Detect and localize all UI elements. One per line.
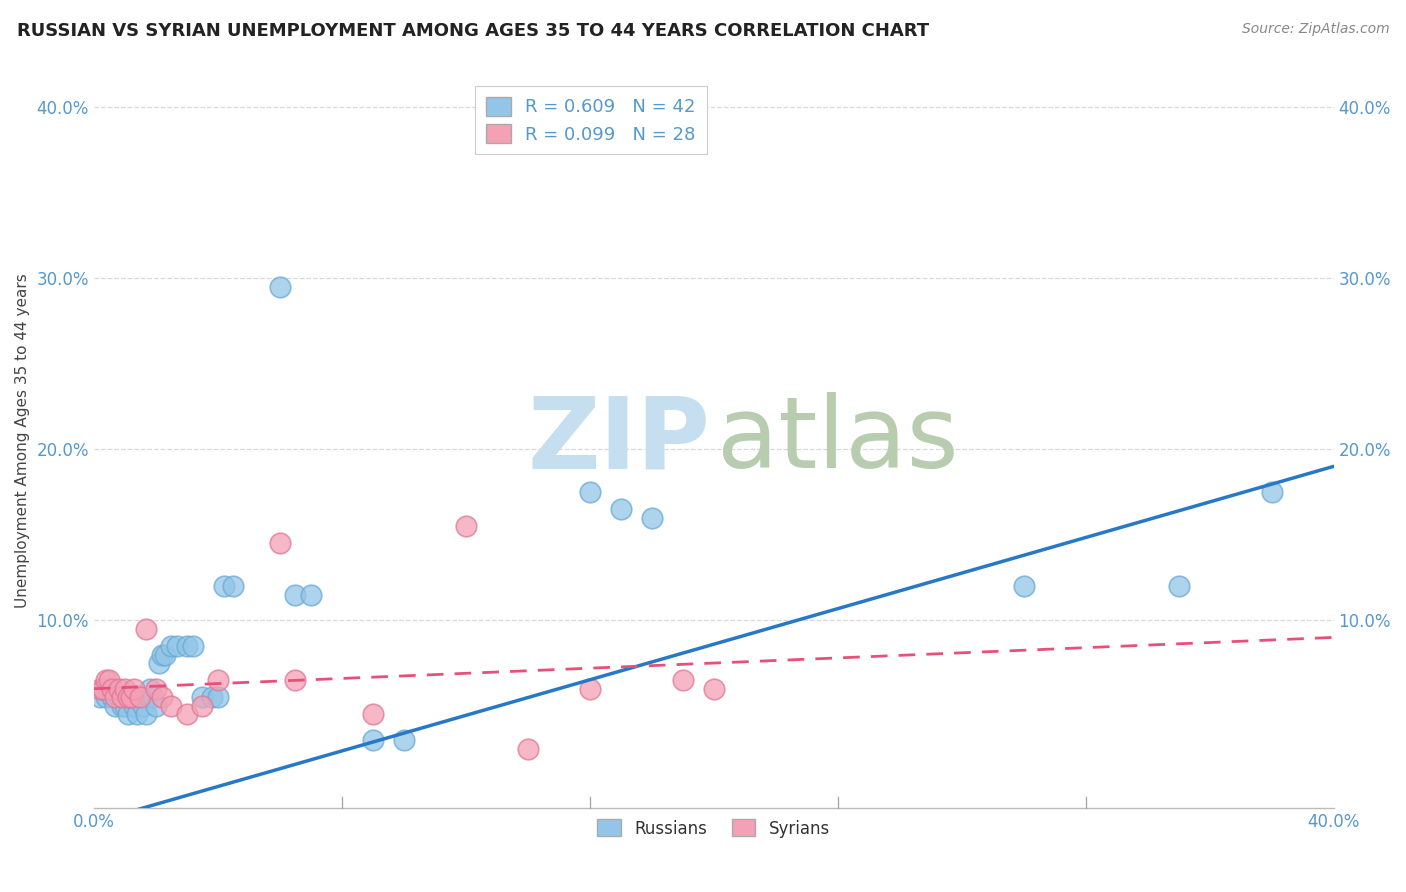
Point xyxy=(160,698,183,713)
Point xyxy=(148,656,170,670)
Text: RUSSIAN VS SYRIAN UNEMPLOYMENT AMONG AGES 35 TO 44 YEARS CORRELATION CHART: RUSSIAN VS SYRIAN UNEMPLOYMENT AMONG AGE… xyxy=(17,22,929,40)
Point xyxy=(191,690,214,705)
Point xyxy=(578,485,600,500)
Point xyxy=(94,690,117,705)
Point xyxy=(101,681,124,696)
Point xyxy=(166,639,188,653)
Point xyxy=(122,681,145,696)
Point xyxy=(94,673,117,688)
Point xyxy=(207,673,229,688)
Point xyxy=(1012,579,1035,593)
Point xyxy=(269,279,291,293)
Point xyxy=(222,579,245,593)
Point xyxy=(176,707,198,722)
Point xyxy=(672,673,695,688)
Point xyxy=(145,698,167,713)
Point xyxy=(127,707,149,722)
Point xyxy=(609,502,631,516)
Point xyxy=(641,510,664,524)
Legend: Russians, Syrians: Russians, Syrians xyxy=(591,813,837,844)
Point xyxy=(132,698,155,713)
Point xyxy=(207,690,229,705)
Point xyxy=(111,698,134,713)
Point xyxy=(89,681,111,696)
Point xyxy=(120,690,142,705)
Point xyxy=(392,733,415,747)
Point xyxy=(1167,579,1189,593)
Point xyxy=(299,588,322,602)
Point xyxy=(142,690,165,705)
Point xyxy=(107,681,129,696)
Point xyxy=(129,690,152,705)
Point xyxy=(150,690,173,705)
Point xyxy=(120,690,142,705)
Point xyxy=(150,648,173,662)
Point xyxy=(212,579,235,593)
Point xyxy=(107,690,129,705)
Point xyxy=(138,681,160,696)
Point xyxy=(703,681,725,696)
Text: ZIP: ZIP xyxy=(527,392,710,489)
Point xyxy=(284,673,307,688)
Point xyxy=(135,707,157,722)
Point xyxy=(104,690,127,705)
Point xyxy=(578,681,600,696)
Point xyxy=(361,733,384,747)
Point xyxy=(454,519,477,533)
Point xyxy=(153,648,176,662)
Point xyxy=(122,698,145,713)
Point xyxy=(98,681,121,696)
Point xyxy=(284,588,307,602)
Point xyxy=(200,690,222,705)
Point xyxy=(160,639,183,653)
Point xyxy=(117,707,139,722)
Point xyxy=(516,741,538,756)
Point xyxy=(181,639,204,653)
Point xyxy=(191,698,214,713)
Point xyxy=(98,673,121,688)
Point xyxy=(269,536,291,550)
Point xyxy=(91,681,114,696)
Point xyxy=(145,681,167,696)
Point xyxy=(361,707,384,722)
Point xyxy=(176,639,198,653)
Point xyxy=(117,690,139,705)
Point xyxy=(135,622,157,636)
Point xyxy=(114,681,136,696)
Text: atlas: atlas xyxy=(717,392,959,489)
Point xyxy=(101,690,124,705)
Point xyxy=(1260,485,1282,500)
Point xyxy=(114,698,136,713)
Point xyxy=(89,690,111,705)
Point xyxy=(111,690,134,705)
Y-axis label: Unemployment Among Ages 35 to 44 years: Unemployment Among Ages 35 to 44 years xyxy=(15,273,30,608)
Point xyxy=(129,690,152,705)
Point xyxy=(91,681,114,696)
Point xyxy=(104,698,127,713)
Text: Source: ZipAtlas.com: Source: ZipAtlas.com xyxy=(1241,22,1389,37)
